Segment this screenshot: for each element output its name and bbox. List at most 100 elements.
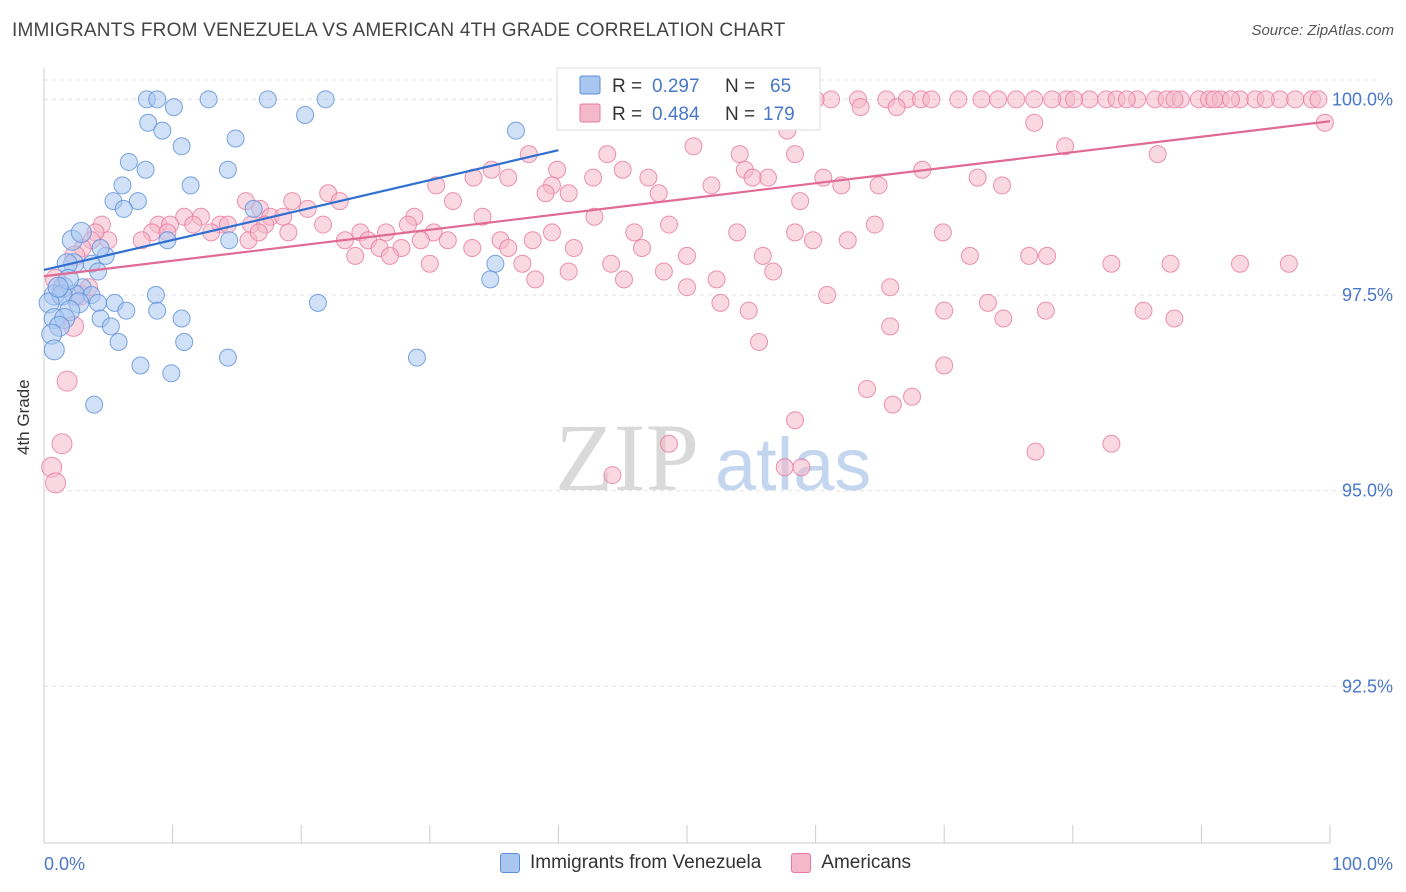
americans-point-96 (218, 215, 237, 234)
americans-point-115 (463, 239, 482, 258)
stats-pink-r-value: 0.484 (652, 104, 700, 125)
americans-point-171 (786, 411, 805, 430)
americans-point-50 (786, 145, 805, 164)
x-tick-label-1: 100.0% (1332, 854, 1393, 874)
americans-point-158 (1036, 301, 1055, 320)
americans-point-23 (1309, 90, 1328, 109)
americans-point-39 (1256, 90, 1275, 109)
americans-point-165 (750, 332, 769, 351)
americans-point-75 (536, 184, 555, 203)
americans-point-33 (1043, 90, 1062, 109)
venezuela-point-58 (218, 348, 237, 367)
venezuela-trend-line (43, 149, 559, 272)
venezuela-point-59 (407, 348, 426, 367)
americans-point-153 (764, 262, 783, 281)
venezuela-point-46 (148, 301, 167, 320)
venezuela-point-14 (136, 160, 155, 179)
americans-point-173 (659, 434, 678, 453)
venezuela-point-36 (146, 286, 165, 305)
americans-point-147 (513, 254, 532, 273)
americans-point-179 (56, 370, 78, 392)
venezuela-point-7 (139, 113, 158, 132)
americans-point-37 (1205, 90, 1224, 109)
americans-point-100 (377, 223, 396, 242)
venezuela-point-64 (47, 276, 69, 298)
americans-point-186 (603, 466, 622, 485)
americans-point-71 (559, 184, 578, 203)
americans-point-175 (614, 270, 633, 289)
venezuela-point-13 (218, 160, 237, 179)
americans-point-163 (994, 309, 1013, 328)
americans-point-3 (949, 90, 968, 109)
venezuela-point-44 (308, 293, 327, 312)
venezuela-point-49 (172, 309, 191, 328)
axes (43, 68, 1331, 844)
americans-point-51 (1148, 145, 1167, 164)
americans-point-111 (249, 223, 268, 242)
stats-box: R = 0.297 N = 65 R = 0.484 N = 179 (556, 67, 821, 131)
americans-point-162 (881, 317, 900, 336)
legend-item-venezuela[interactable]: Immigrants from Venezuela (500, 852, 761, 874)
americans-point-109 (132, 231, 151, 250)
americans-point-63 (968, 168, 987, 187)
americans-point-142 (865, 215, 884, 234)
venezuela-point-56 (175, 332, 194, 351)
americans-point-58 (584, 168, 603, 187)
americans-point-172 (1102, 434, 1121, 453)
y-tick-label-2: 97.5% (1342, 285, 1393, 305)
venezuela-point-30 (486, 254, 505, 273)
venezuela-point-10 (226, 129, 245, 148)
venezuela-point-6 (296, 105, 315, 124)
americans-point-151 (678, 278, 696, 297)
americans-point-49 (730, 145, 749, 164)
venezuela-point-4 (316, 90, 335, 109)
americans-point-77 (791, 192, 810, 211)
y-tick-label-0: 92.5% (1342, 676, 1393, 696)
americans-point-160 (711, 293, 730, 312)
americans-point-107 (838, 231, 857, 250)
americans-point-118 (632, 239, 651, 258)
americans-point-125 (1161, 254, 1180, 273)
legend-label-americans: Americans (821, 852, 912, 873)
americans-point-135 (523, 231, 542, 250)
americans-point-152 (707, 270, 726, 289)
americans-point-47 (519, 145, 538, 164)
americans-point-139 (659, 215, 678, 234)
stats-blue-n-label: N = (725, 76, 755, 97)
venezuela-point-8 (153, 121, 172, 140)
americans-point-36 (1165, 90, 1184, 109)
americans-point-31 (922, 90, 941, 109)
americans-point-8 (1080, 90, 1099, 109)
americans-point-117 (564, 239, 583, 258)
americans-point-184 (775, 458, 794, 477)
venezuela-point-9 (506, 121, 525, 140)
americans-point-128 (279, 223, 298, 242)
venezuela-point-20 (114, 199, 133, 218)
stats-pink-n-value: 179 (763, 104, 795, 125)
americans-point-72 (443, 192, 462, 211)
stats-blue-r-label: R = (612, 76, 642, 97)
americans-point-57 (759, 168, 778, 187)
americans-point-67 (702, 176, 721, 195)
americans-point-167 (858, 379, 877, 398)
venezuela-point-16 (181, 176, 200, 195)
americans-point-83 (473, 207, 492, 226)
x-tick-label-0: 0.0% (44, 854, 85, 874)
source-label: Source: ZipAtlas.com (1251, 22, 1394, 39)
venezuela-point-15 (113, 176, 132, 195)
americans-point-145 (380, 246, 399, 265)
americans-point-43 (1025, 113, 1044, 132)
americans-point-45 (684, 137, 703, 156)
americans-point-159 (1165, 309, 1184, 328)
venezuela-point-26 (91, 239, 110, 258)
americans-point-185 (792, 458, 811, 477)
legend-item-americans[interactable]: Americans (791, 852, 911, 874)
americans-point-84 (585, 207, 604, 226)
venezuela-point-19 (244, 199, 263, 218)
americans-point-138 (314, 215, 333, 234)
americans-point-53 (548, 160, 567, 179)
venezuela-point-55 (109, 332, 128, 351)
venezuela-point-32 (481, 270, 500, 289)
americans-point-104 (542, 223, 561, 242)
americans-point-154 (818, 286, 837, 305)
